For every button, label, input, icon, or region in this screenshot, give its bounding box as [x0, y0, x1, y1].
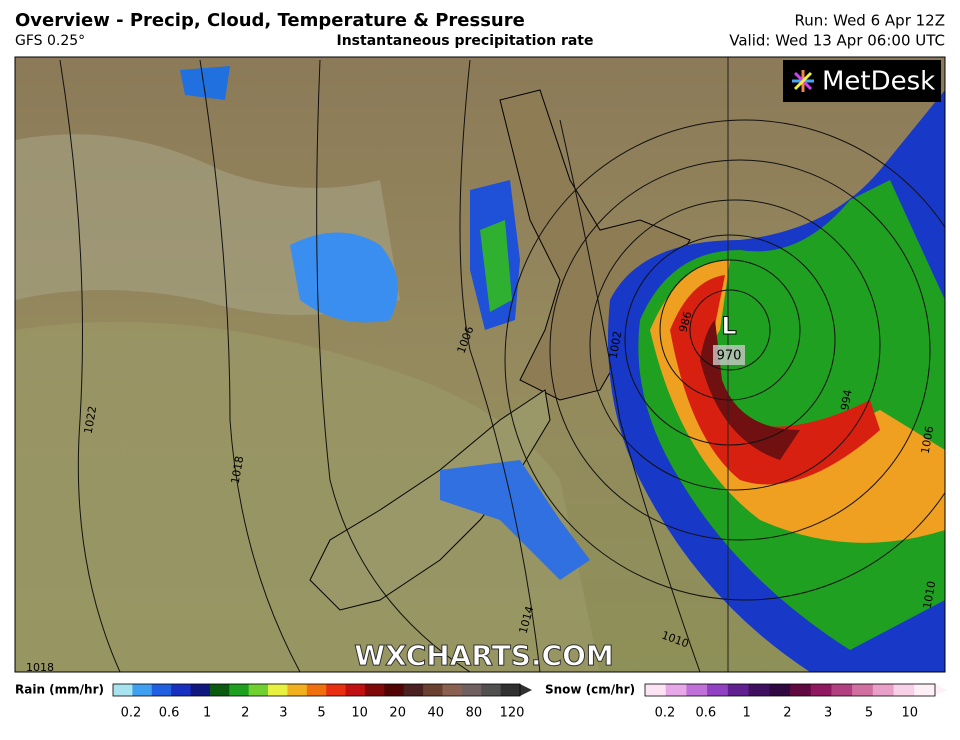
snow-tick-label: 10	[902, 706, 919, 721]
rain-tick-label: 10	[351, 706, 368, 721]
rain-swatch	[500, 684, 521, 696]
rain-swatch	[268, 684, 288, 696]
rain-swatch	[209, 684, 230, 696]
snow-tick-label: 2	[783, 706, 791, 721]
low-box	[713, 345, 745, 365]
snow-swatch	[748, 684, 770, 696]
rain-tick-label: 120	[500, 706, 525, 721]
snow-tick-label: 3	[824, 706, 832, 721]
isobar-label: 1018	[229, 455, 247, 485]
snow-swatch	[665, 684, 687, 696]
isobar-label: 1002	[607, 330, 625, 360]
watermark: WXCHARTS.COM	[354, 639, 614, 672]
rain-tick-label: 2	[241, 706, 249, 721]
rain-arrow	[520, 684, 532, 696]
rain-legend-label: Rain (mm/hr)	[15, 683, 104, 697]
storm-red	[670, 275, 880, 485]
rain-tick-label: 0.6	[159, 706, 180, 721]
rain-tick-label: 80	[466, 706, 483, 721]
rain-swatch	[229, 684, 250, 696]
brand: MetDesk	[822, 67, 935, 97]
rain-swatch	[364, 684, 385, 696]
rain-tick-label: 20	[389, 706, 406, 721]
subtitle: Instantaneous precipitation rate	[337, 33, 594, 49]
title: Overview - Precip, Cloud, Temperature & …	[15, 10, 525, 31]
storm-core	[700, 320, 800, 460]
snow-tick-label: 5	[865, 706, 873, 721]
precip-blob	[180, 66, 230, 100]
rain-frame	[112, 683, 521, 697]
rain-swatch	[442, 684, 463, 696]
rain-tick-label: 40	[428, 706, 445, 721]
snow-tick-label: 1	[742, 706, 750, 721]
snow-frame	[644, 683, 936, 697]
rain-swatch	[171, 684, 192, 696]
map-frame	[14, 56, 946, 673]
rain-tick-label: 1	[203, 706, 211, 721]
snow-legend-label: Snow (cm/hr)	[545, 683, 635, 697]
isobar-label: 1010	[921, 580, 939, 610]
snow-tick-label: 0.6	[695, 706, 716, 721]
storm-orange	[650, 260, 945, 543]
rain-swatch	[481, 684, 502, 696]
rain-swatch	[423, 684, 443, 696]
snow-swatch	[914, 684, 936, 696]
rain-swatch	[306, 684, 327, 696]
valid-time: Valid: Wed 13 Apr 06:00 UTC	[729, 32, 945, 50]
rain-swatch	[132, 684, 153, 696]
snow-swatch	[893, 684, 915, 696]
rain-swatch	[384, 684, 405, 696]
model: GFS 0.25°	[15, 33, 85, 49]
run-time: Run: Wed 6 Apr 12Z	[795, 12, 945, 30]
lower-cloud	[15, 321, 600, 672]
rain-swatch	[248, 684, 269, 696]
rain-swatch	[151, 684, 172, 696]
isobar-label: 994	[838, 388, 854, 411]
snow-swatch	[852, 684, 874, 696]
isobars	[59, 59, 945, 672]
snow-arrow	[935, 684, 947, 696]
rain-swatch	[113, 684, 133, 696]
low-pressure: 970	[717, 349, 742, 364]
isobar-label: 1022	[82, 405, 100, 435]
rain-swatch	[326, 684, 347, 696]
snow-tick-label: 0.2	[655, 706, 676, 721]
snow-swatch	[769, 684, 791, 696]
isobar-label: 986	[677, 310, 695, 334]
rain-tick-label: 3	[279, 706, 287, 721]
rain-swatch	[190, 684, 211, 696]
rain-swatch	[403, 684, 424, 696]
snow-swatch	[872, 684, 895, 696]
snow-swatch	[727, 684, 750, 696]
rain-swatch	[461, 684, 482, 696]
brand-logo	[792, 70, 814, 92]
snow-swatch	[686, 684, 708, 696]
snow-swatch	[645, 684, 667, 696]
low-symbol: L	[721, 312, 736, 340]
legend: 0.2 0.6 1 2 3 5 10 20 40 80 120 0.2 0.6 1 2 3 5 10	[112, 683, 947, 721]
snow-swatch	[707, 684, 729, 696]
isobar-label: 1006	[919, 425, 937, 455]
precip-blob	[440, 460, 590, 580]
precip-blob	[480, 220, 512, 312]
rain-tick-label: 0.2	[121, 706, 142, 721]
rain-swatch	[287, 684, 308, 696]
snow-swatch	[831, 684, 853, 696]
rain-tick-label: 5	[317, 706, 325, 721]
isobar-label: 1018	[26, 661, 54, 674]
rain-swatch	[345, 684, 366, 696]
map	[15, 57, 945, 672]
snow-swatch	[810, 684, 832, 696]
snow-swatch	[790, 684, 812, 696]
